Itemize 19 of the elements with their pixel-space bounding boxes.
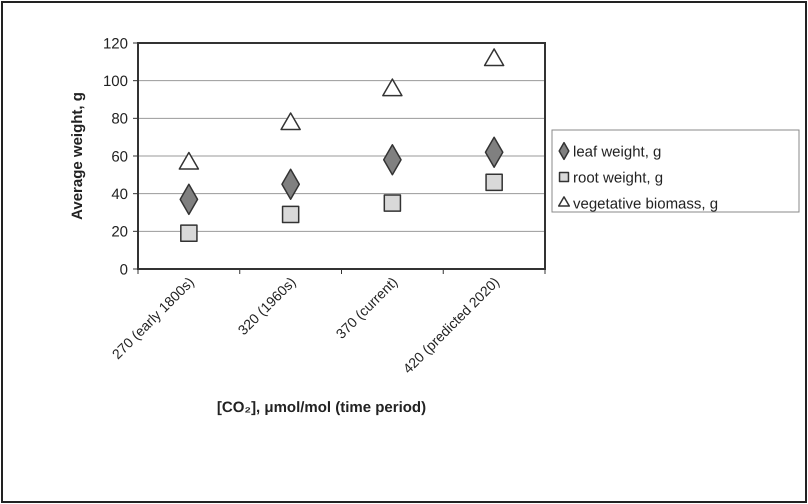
legend-label: root weight, g xyxy=(573,169,664,186)
legend-label: leaf weight, g xyxy=(573,143,662,160)
legend-label: vegetative biomass, g xyxy=(573,195,718,212)
point xyxy=(384,194,402,212)
point xyxy=(282,206,300,224)
y-tick-label: 20 xyxy=(111,224,128,241)
point xyxy=(382,78,403,96)
point xyxy=(180,224,198,242)
point xyxy=(485,174,503,192)
y-axis-title: Average weight, g xyxy=(69,92,86,220)
y-tick-label: 80 xyxy=(111,110,128,128)
y-tick-label: 100 xyxy=(102,72,128,90)
point xyxy=(484,48,504,66)
y-tick-label: 60 xyxy=(111,148,128,166)
y-tick-label: 40 xyxy=(111,186,128,203)
x-axis-title: [CO₂], μmol/mol (time period) xyxy=(216,399,426,416)
point xyxy=(280,112,301,130)
y-tick-label: 120 xyxy=(102,35,128,52)
y-tick-label: 0 xyxy=(120,261,128,278)
